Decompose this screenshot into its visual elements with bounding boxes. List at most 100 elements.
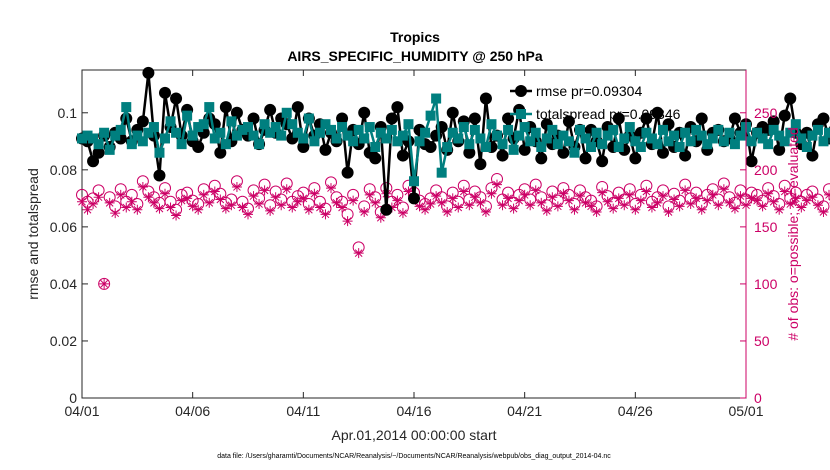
- rmse-point: [640, 112, 653, 125]
- obs-evaluated-point: [165, 202, 176, 213]
- x-tick-label: 05/01: [728, 403, 763, 419]
- obs-evaluated-point: [735, 191, 746, 202]
- rmse-point: [219, 101, 232, 114]
- obs-evaluated-point: [718, 184, 729, 195]
- y-tick-label: 0.04: [50, 276, 77, 292]
- obs-evaluated-point: [691, 193, 702, 204]
- totalspread-point: [392, 136, 403, 147]
- legend-spread-marker: [516, 109, 526, 119]
- totalspread-point: [774, 130, 785, 141]
- totalspread-point: [801, 142, 812, 153]
- rmse-point: [336, 112, 349, 125]
- rmse-point: [136, 115, 149, 128]
- totalspread-point: [508, 144, 519, 155]
- obs-evaluated-point: [171, 210, 182, 221]
- y-axis-label: rmse and totalspread: [25, 168, 41, 300]
- obs-evaluated-point: [326, 183, 336, 194]
- obs-evaluated-point: [77, 196, 87, 207]
- x-tick-label: 04/11: [286, 403, 320, 419]
- rmse-point: [153, 169, 166, 182]
- obs-evaluated-point: [115, 189, 126, 200]
- totalspread-point: [309, 136, 320, 147]
- rmse-point: [557, 146, 570, 159]
- totalspread-point: [757, 133, 768, 144]
- obs-evaluated-point: [807, 192, 818, 203]
- totalspread-point: [530, 127, 541, 138]
- obs-evaluated-point: [680, 185, 691, 196]
- totalspread-point: [314, 127, 325, 138]
- rmse-point: [142, 66, 155, 79]
- totalspread-point: [602, 130, 613, 141]
- obs-evaluated-point: [563, 195, 574, 206]
- obs-evaluated-point: [143, 192, 154, 203]
- obs-evaluated-point: [314, 202, 325, 213]
- legend: rmse pr=0.09304 totalspread pr=0.09346: [510, 83, 681, 122]
- obs-evaluated-point: [752, 195, 763, 206]
- obs-evaluated-point: [646, 202, 657, 213]
- rmse-point: [806, 149, 819, 162]
- obs-evaluated-point: [707, 189, 718, 200]
- totalspread-point: [702, 139, 713, 150]
- totalspread-point: [331, 133, 342, 144]
- rmse-point: [778, 109, 791, 122]
- rmse-point: [596, 155, 609, 168]
- x-tick-label: 04/16: [396, 403, 431, 419]
- obs-evaluated-point: [519, 189, 530, 200]
- totalspread-point: [243, 122, 253, 133]
- totalspread-point: [790, 119, 801, 130]
- totalspread-point: [453, 133, 464, 144]
- obs-evaluated-point: [220, 203, 231, 214]
- rmse-point: [408, 192, 420, 205]
- obs-evaluated-point: [575, 191, 585, 202]
- obs-evaluated-point: [663, 207, 674, 218]
- obs-evaluated-point: [82, 204, 93, 215]
- obs-evaluated-point: [812, 200, 823, 211]
- rmse-point: [341, 166, 354, 179]
- totalspread-point: [220, 139, 231, 150]
- rmse-point: [297, 141, 310, 154]
- totalspread-point: [652, 139, 663, 150]
- totalspread-point: [431, 93, 442, 104]
- obs-evaluated-point: [702, 195, 713, 206]
- y-right-tick-label: 50: [754, 333, 770, 349]
- totalspread-point: [215, 127, 226, 138]
- totalspread-point: [259, 119, 270, 130]
- obs-evaluated-point: [480, 207, 491, 218]
- totalspread-point: [364, 122, 375, 133]
- totalspread-point: [337, 122, 348, 133]
- obs-evaluated-point: [243, 209, 253, 220]
- totalspread-point: [353, 124, 364, 135]
- totalspread-point: [320, 119, 331, 130]
- obs-evaluated-point: [198, 189, 209, 200]
- totalspread-point: [818, 136, 829, 147]
- obs-evaluated-point: [259, 185, 270, 196]
- obs-evaluated-point: [613, 193, 624, 204]
- totalspread-point: [148, 122, 159, 133]
- totalspread-point: [370, 142, 381, 153]
- obs-evaluated-point: [303, 204, 314, 215]
- obs-evaluated-point: [99, 278, 110, 289]
- totalspread-point: [171, 127, 182, 138]
- totalspread-point: [635, 142, 646, 153]
- rmse-point: [369, 152, 382, 165]
- totalspread-point: [187, 130, 198, 141]
- totalspread-point: [82, 130, 93, 141]
- rmse-point: [474, 158, 487, 171]
- plot-area: [81, 69, 747, 399]
- totalspread-point: [663, 136, 674, 147]
- rmse-point: [87, 155, 100, 168]
- rmse-point: [496, 149, 509, 162]
- obs-evaluated-point: [669, 194, 680, 205]
- obs-evaluated-point: [757, 201, 768, 212]
- obs-evaluated-point: [436, 197, 447, 208]
- totalspread-point: [248, 130, 259, 141]
- totalspread-point: [514, 130, 525, 141]
- totalspread-point: [165, 116, 176, 127]
- obs-evaluated-point: [514, 195, 525, 206]
- obs-evaluated-point: [403, 186, 414, 197]
- totalspread-point: [226, 116, 237, 127]
- obs-evaluated-point: [768, 196, 779, 207]
- rmse-point: [264, 103, 277, 116]
- obs-evaluated-point: [608, 203, 619, 214]
- obs-evaluated-point: [492, 179, 502, 190]
